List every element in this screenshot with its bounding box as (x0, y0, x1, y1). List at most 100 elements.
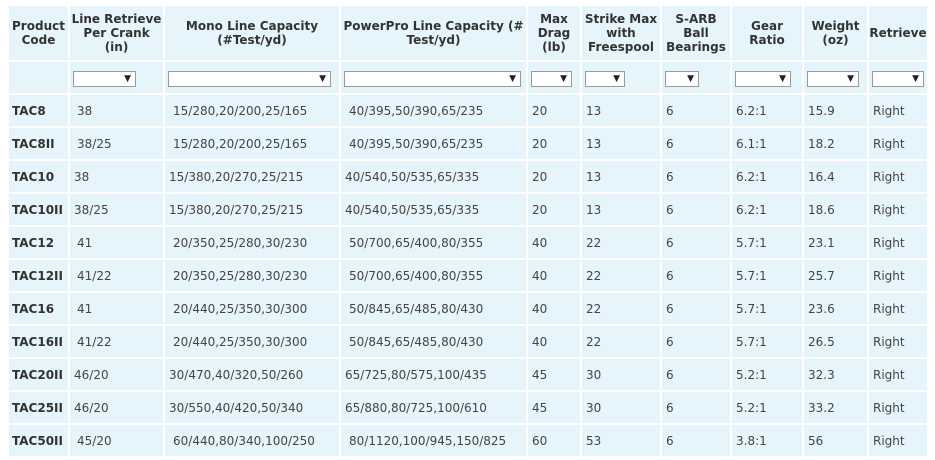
cell-ball-bearings: 6 (662, 194, 730, 225)
cell-strike-max: 22 (582, 326, 660, 357)
filter-cell: ▼ (165, 62, 339, 93)
cell-weight: 18.6 (804, 194, 867, 225)
cell-weight: 32.3 (804, 359, 867, 390)
filter-select-retrieve[interactable]: ▼ (872, 70, 924, 87)
filter-row: ▼ ▼ ▼ ▼ (9, 62, 927, 93)
cell-strike-max: 53 (582, 425, 660, 456)
cell-weight: 23.1 (804, 227, 867, 258)
cell-product-code: TAC12 (9, 227, 68, 258)
cell-powerpro-capacity: 65/880,80/725,100/610 (341, 392, 526, 423)
cell-strike-max: 30 (582, 359, 660, 390)
cell-mono-capacity: 15/280,20/200,25/165 (165, 95, 339, 126)
filter-cell: ▼ (341, 62, 526, 93)
cell-max-drag: 40 (528, 227, 580, 258)
cell-powerpro-capacity: 40/395,50/390,65/235 (341, 128, 526, 159)
cell-retrieve: Right (869, 161, 927, 192)
cell-line-retrieve: 45/20 (70, 425, 163, 456)
cell-product-code: TAC50II (9, 425, 68, 456)
chevron-down-icon: ▼ (847, 73, 854, 84)
filter-cell: ▼ (869, 62, 927, 93)
cell-weight: 18.2 (804, 128, 867, 159)
chevron-down-icon: ▼ (560, 73, 567, 84)
table-row: TAC16II 41/22 20/440,25/350,30/300 50/845,6… (9, 326, 927, 357)
cell-gear-ratio: 3.8:1 (732, 425, 802, 456)
cell-ball-bearings: 6 (662, 425, 730, 456)
cell-max-drag: 45 (528, 392, 580, 423)
filter-select-ball-bearings[interactable]: ▼ (665, 70, 699, 87)
cell-powerpro-capacity: 50/700,65/400,80/355 (341, 227, 526, 258)
chevron-down-icon: ▼ (779, 73, 786, 84)
cell-strike-max: 22 (582, 227, 660, 258)
header-strike-max[interactable]: Strike Max with Freespool (582, 6, 660, 60)
filter-cell (9, 62, 68, 93)
cell-powerpro-capacity: 80/1120,100/945,150/825 (341, 425, 526, 456)
cell-ball-bearings: 6 (662, 392, 730, 423)
cell-weight: 16.4 (804, 161, 867, 192)
filter-cell: ▼ (804, 62, 867, 93)
header-product-code[interactable]: Product Code (9, 6, 68, 60)
table-body: TAC8 38 15/280,20/200,25/165 40/395,50/390,… (9, 95, 927, 456)
header-powerpro-capacity[interactable]: PowerPro Line Capacity (# Test/yd) (341, 6, 526, 60)
cell-gear-ratio: 5.7:1 (732, 293, 802, 324)
cell-weight: 33.2 (804, 392, 867, 423)
cell-ball-bearings: 6 (662, 95, 730, 126)
cell-retrieve: Right (869, 194, 927, 225)
cell-strike-max: 13 (582, 128, 660, 159)
cell-weight: 56 (804, 425, 867, 456)
cell-powerpro-capacity: 50/845,65/485,80/430 (341, 326, 526, 357)
chevron-down-icon: ▼ (687, 73, 694, 84)
cell-weight: 23.6 (804, 293, 867, 324)
cell-line-retrieve: 46/20 (70, 392, 163, 423)
filter-select-line-retrieve[interactable]: ▼ (73, 70, 136, 87)
cell-retrieve: Right (869, 425, 927, 456)
cell-gear-ratio: 5.2:1 (732, 359, 802, 390)
cell-retrieve: Right (869, 326, 927, 357)
cell-max-drag: 20 (528, 161, 580, 192)
cell-mono-capacity: 20/350,25/280,30/230 (165, 260, 339, 291)
filter-select-strike-max[interactable]: ▼ (585, 70, 625, 87)
cell-retrieve: Right (869, 227, 927, 258)
filter-select-mono-capacity[interactable]: ▼ (168, 70, 331, 87)
header-line-retrieve[interactable]: Line Retrieve Per Crank (in) (70, 6, 163, 60)
cell-retrieve: Right (869, 128, 927, 159)
filter-select-powerpro-capacity[interactable]: ▼ (344, 70, 521, 87)
table-row: TAC12II 41/22 20/350,25/280,30/230 50/700,6… (9, 260, 927, 291)
cell-line-retrieve: 41/22 (70, 260, 163, 291)
header-retrieve[interactable]: Retrieve (869, 6, 927, 60)
cell-product-code: TAC8 (9, 95, 68, 126)
chevron-down-icon: ▼ (613, 73, 620, 84)
cell-line-retrieve: 46/20 (70, 359, 163, 390)
header-weight[interactable]: Weight (oz) (804, 6, 867, 60)
cell-gear-ratio: 6.2:1 (732, 161, 802, 192)
cell-product-code: TAC10II (9, 194, 68, 225)
chevron-down-icon: ▼ (319, 73, 326, 84)
filter-cell: ▼ (582, 62, 660, 93)
cell-max-drag: 40 (528, 293, 580, 324)
cell-powerpro-capacity: 40/540,50/535,65/335 (341, 194, 526, 225)
cell-strike-max: 13 (582, 161, 660, 192)
cell-ball-bearings: 6 (662, 326, 730, 357)
cell-max-drag: 45 (528, 359, 580, 390)
header-max-drag[interactable]: Max Drag (lb) (528, 6, 580, 60)
cell-max-drag: 20 (528, 128, 580, 159)
header-gear-ratio[interactable]: Gear Ratio (732, 6, 802, 60)
cell-max-drag: 40 (528, 326, 580, 357)
cell-powerpro-capacity: 40/540,50/535,65/335 (341, 161, 526, 192)
filter-select-gear-ratio[interactable]: ▼ (735, 70, 791, 87)
chevron-down-icon: ▼ (912, 73, 919, 84)
header-mono-capacity[interactable]: Mono Line Capacity (#Test/yd) (165, 6, 339, 60)
cell-mono-capacity: 15/280,20/200,25/165 (165, 128, 339, 159)
cell-ball-bearings: 6 (662, 128, 730, 159)
header-ball-bearings[interactable]: S-ARB Ball Bearings (662, 6, 730, 60)
table-row: TAC20II 46/20 30/470,40/320,50/260 65/725,8… (9, 359, 927, 390)
cell-ball-bearings: 6 (662, 293, 730, 324)
cell-mono-capacity: 20/350,25/280,30/230 (165, 227, 339, 258)
filter-select-max-drag[interactable]: ▼ (531, 70, 572, 87)
cell-product-code: TAC25II (9, 392, 68, 423)
cell-weight: 15.9 (804, 95, 867, 126)
cell-product-code: TAC20II (9, 359, 68, 390)
filter-select-weight[interactable]: ▼ (807, 70, 859, 87)
cell-line-retrieve: 41 (70, 293, 163, 324)
cell-max-drag: 40 (528, 260, 580, 291)
cell-retrieve: Right (869, 260, 927, 291)
